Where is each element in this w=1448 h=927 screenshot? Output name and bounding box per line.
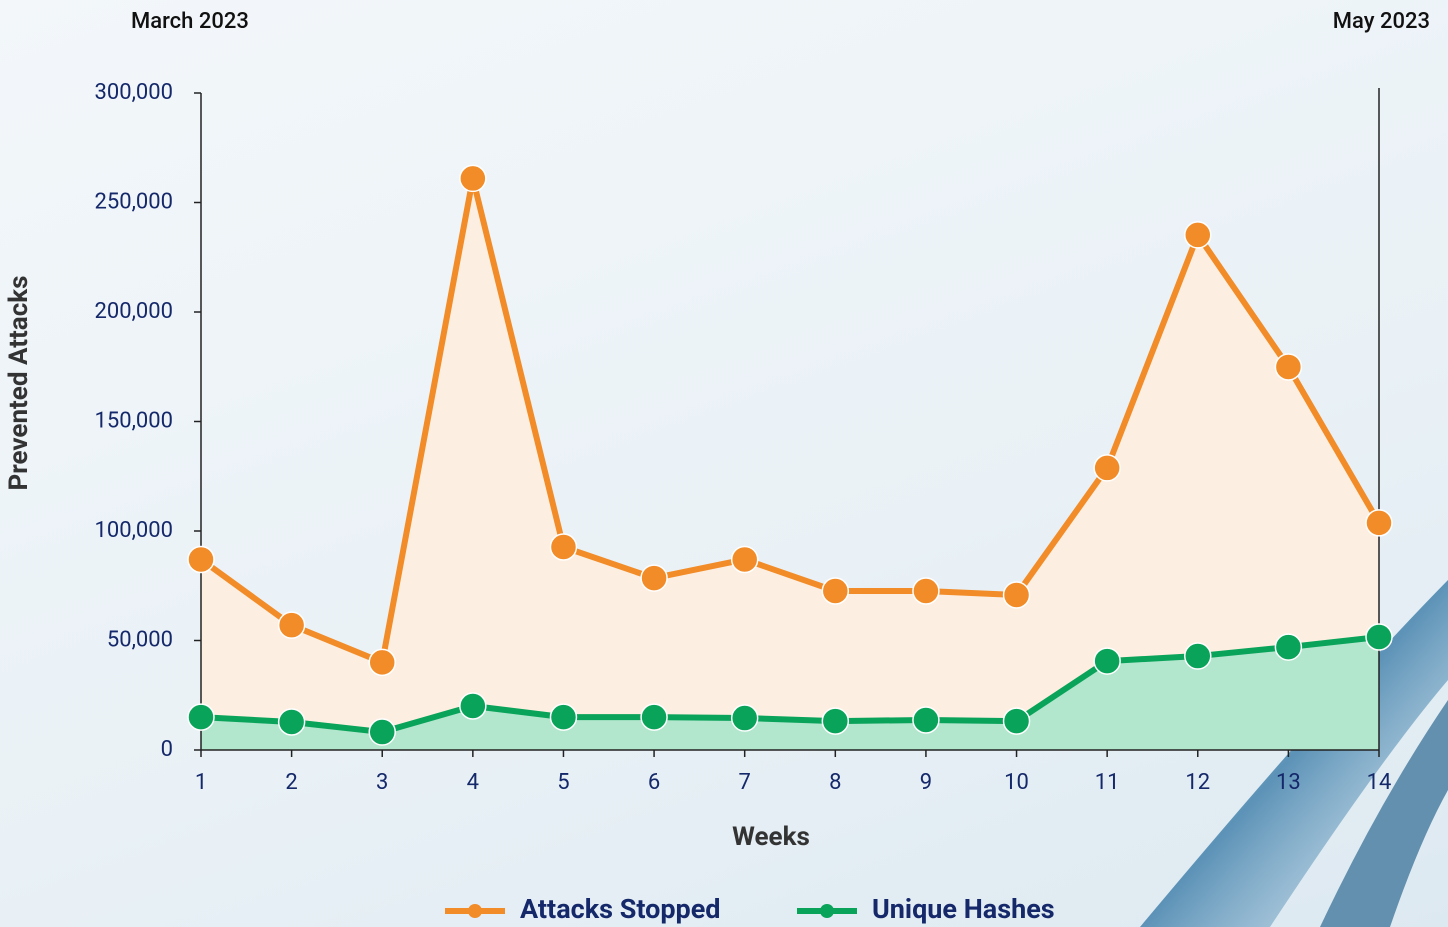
- legend-label: Attacks Stopped: [520, 893, 721, 925]
- marker: [913, 707, 939, 733]
- marker: [1185, 643, 1211, 669]
- y-tick-label: 200,000: [94, 299, 173, 324]
- marker: [1094, 455, 1120, 481]
- marker: [1366, 510, 1392, 536]
- x-tick-label: 3: [376, 770, 388, 795]
- marker: [641, 565, 667, 591]
- marker: [822, 708, 848, 734]
- x-tick-label: 9: [920, 770, 932, 795]
- y-tick-label: 50,000: [107, 627, 173, 652]
- marker: [188, 704, 214, 730]
- marker: [913, 578, 939, 604]
- marker: [732, 546, 758, 572]
- marker: [1004, 582, 1030, 608]
- marker: [279, 709, 305, 735]
- x-tick-label: 11: [1095, 770, 1120, 795]
- marker: [1094, 648, 1120, 674]
- y-tick-label: 0: [161, 737, 173, 762]
- marker: [1275, 634, 1301, 660]
- chart: March 2023 May 2023 Weeks Prevented Atta…: [0, 0, 1448, 927]
- legend-marker: [468, 904, 482, 918]
- y-tick-label: 100,000: [94, 518, 173, 543]
- marker: [369, 649, 395, 675]
- plot: 0 50,000 100,000 150,000 200,000 250,000 300,0…: [94, 80, 1392, 925]
- y-axis-title: Prevented Attacks: [4, 275, 34, 490]
- marker: [641, 704, 667, 730]
- x-tick-label: 2: [285, 770, 297, 795]
- header-left: March 2023: [131, 9, 249, 34]
- marker: [188, 546, 214, 572]
- page: {"chart_data": {"type": "line", "fill_ar…: [0, 0, 1448, 927]
- marker: [369, 719, 395, 745]
- marker: [1004, 708, 1030, 734]
- y-tick-label: 250,000: [94, 189, 173, 214]
- legend-marker: [820, 904, 834, 918]
- marker: [460, 693, 486, 719]
- x-tick-label: 7: [739, 770, 751, 795]
- x-tick-label: 12: [1185, 770, 1210, 795]
- marker: [1275, 354, 1301, 380]
- marker: [732, 705, 758, 731]
- marker: [550, 534, 576, 560]
- marker: [1366, 624, 1392, 650]
- y-tick-label: 150,000: [94, 408, 173, 433]
- marker: [822, 578, 848, 604]
- x-tick-label: 4: [467, 770, 479, 795]
- header-right: May 2023: [1333, 9, 1430, 34]
- marker: [279, 612, 305, 638]
- x-tick-label: 10: [1004, 770, 1029, 795]
- x-tick-label: 1: [195, 770, 207, 795]
- x-tick-label: 14: [1367, 770, 1392, 795]
- x-tick-label: 5: [557, 770, 569, 795]
- x-tick-label: 13: [1276, 770, 1301, 795]
- marker: [460, 165, 486, 191]
- y-tick-label: 300,000: [94, 80, 173, 105]
- marker: [550, 704, 576, 730]
- x-tick-label: 8: [829, 770, 841, 795]
- marker: [1185, 222, 1211, 248]
- x-tick-label: 6: [648, 770, 660, 795]
- x-axis-title: Weeks: [732, 822, 810, 852]
- legend-label: Unique Hashes: [872, 893, 1055, 925]
